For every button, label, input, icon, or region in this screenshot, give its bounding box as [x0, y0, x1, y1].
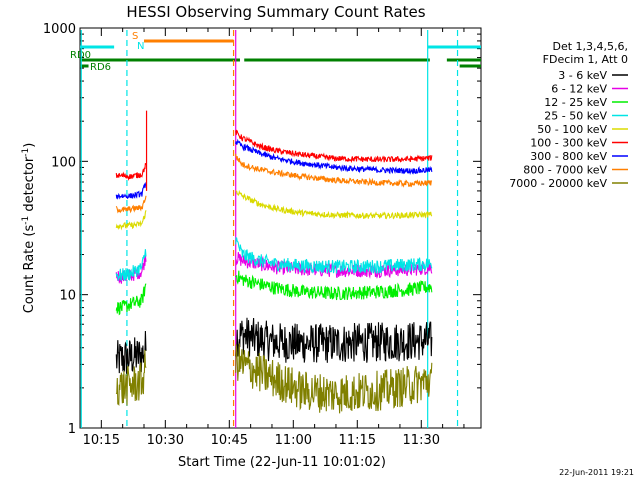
legend-entry-label: 50 - 100 keV	[537, 123, 607, 136]
legend-header-line-1: Det 1,3,4,5,6,	[552, 40, 628, 53]
y-tick-label: 100	[51, 155, 76, 170]
legend-entry-label: 100 - 300 keV	[530, 137, 607, 150]
series-line	[115, 153, 433, 214]
x-tick-label: 10:45	[211, 433, 248, 448]
series-line	[115, 317, 433, 374]
legend-entry-label: 800 - 7000 keV	[523, 164, 607, 177]
plot-frame	[79, 27, 482, 429]
x-tick-label: 11:00	[275, 433, 312, 448]
series-line	[115, 138, 433, 200]
timestamp: 22-Jun-2011 19:21	[559, 468, 634, 477]
legend: Det 1,3,4,5,6, FDecim 1, Att 0 3 - 6 keV…	[509, 40, 628, 190]
y-tick-label: 10	[59, 289, 76, 304]
x-axis-label: Start Time (22-Jun-11 10:01:02)	[178, 455, 386, 470]
x-tick-label: 10:30	[147, 433, 184, 448]
series-layer	[115, 110, 433, 414]
chart-title: HESSI Observing Summary Count Rates	[126, 3, 425, 21]
legend-entry-label: 300 - 800 keV	[530, 150, 607, 163]
legend-header-line-2: FDecim 1, Att 0	[543, 53, 628, 66]
legend-entry-label: 3 - 6 keV	[558, 69, 607, 82]
flag-label: RD6	[90, 62, 111, 73]
axis-ticks-layer	[79, 27, 481, 429]
series-line	[115, 236, 433, 282]
series-line	[115, 189, 433, 231]
series-line	[115, 252, 433, 284]
legend-entry-label: 25 - 50 keV	[544, 110, 607, 123]
x-tick-label: 10:15	[83, 433, 120, 448]
series-line	[115, 129, 433, 182]
flag-label: RD0	[70, 50, 91, 61]
y-tick-label: 1	[68, 422, 76, 437]
x-tick-label: 11:15	[339, 433, 376, 448]
y-tick-label: 1000	[43, 22, 76, 37]
tick-labels-layer: 10:15 10:30 10:45 11:00 11:15 11:30 1 10 100 1000	[43, 22, 440, 448]
legend-entry-label: 12 - 25 keV	[544, 96, 607, 109]
flare-label-s: S	[132, 31, 138, 42]
x-tick-label: 11:30	[403, 433, 440, 448]
legend-entry-label: 6 - 12 keV	[551, 83, 607, 96]
legend-entry-label: 7000 - 20000 keV	[509, 177, 607, 190]
flare-label-n: N	[137, 41, 144, 52]
series-line	[115, 343, 433, 414]
y-axis-label: Count Rate (s-1 detector-1)	[21, 143, 37, 314]
series-line	[115, 270, 433, 316]
